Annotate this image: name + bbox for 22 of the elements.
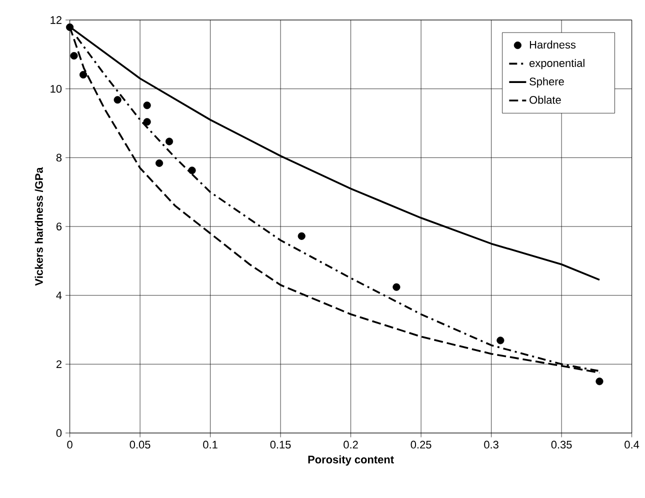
x-tick-label: 0.25 (410, 440, 432, 449)
legend-label: exponential (530, 58, 584, 70)
x-tick-label: 0.3 (484, 440, 498, 449)
y-tick-label: 2 (56, 360, 62, 368)
x-tick-label: 0.15 (270, 440, 291, 449)
x-tick-label: 0.35 (551, 440, 572, 449)
y-tick-label: 6 (56, 222, 62, 230)
y-axis-title: Vickers hardness /GPa (34, 167, 43, 286)
x-tick-label: 0.2 (344, 440, 358, 449)
y-tick-label: 8 (56, 154, 62, 162)
x-tick-label: 0 (67, 440, 72, 449)
y-tick-label: 0 (56, 429, 62, 437)
x-tick-label: 0.4 (624, 440, 640, 449)
legend-label: Sphere (530, 77, 564, 88)
y-tick-label: 4 (56, 292, 62, 300)
legend-label: Oblate (530, 96, 561, 104)
y-tick-label: 12 (50, 16, 62, 24)
x-tick-label: 0.05 (130, 440, 150, 449)
y-tick-label: 10 (50, 84, 62, 93)
legend-label: Hardness (530, 40, 576, 49)
x-axis-title: Porosity content (308, 455, 394, 466)
x-tick-label: 0.1 (203, 440, 218, 449)
